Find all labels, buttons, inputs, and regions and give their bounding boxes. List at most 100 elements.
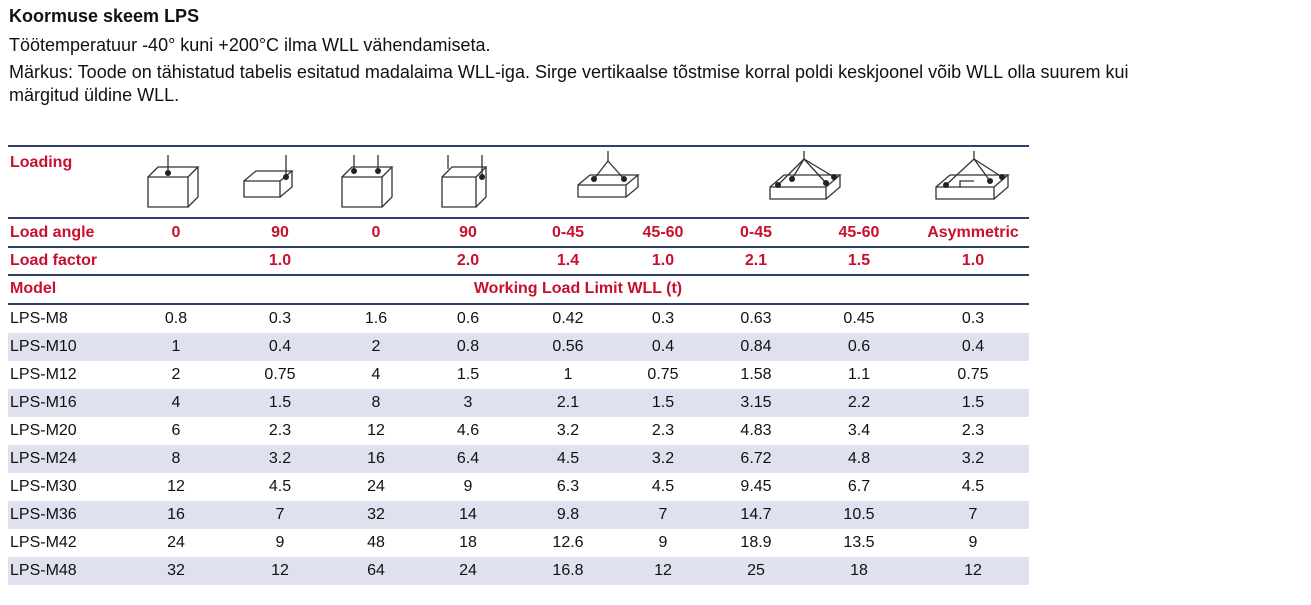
wll-cell: 2.2 — [847, 394, 871, 411]
wll-cell: 3.15 — [740, 394, 772, 411]
wll-cell: 2 — [371, 338, 381, 355]
table-rule-5 — [8, 303, 1029, 305]
remark-line-2: märgitud üldine WLL. — [9, 85, 180, 105]
wll-cell: 0.63 — [740, 310, 772, 327]
table-row: LPS-M42 24 9 48 18 12.6 9 18.9 13.5 9 — [8, 529, 1029, 557]
load-angle-cell: 0 — [171, 224, 181, 241]
wll-cell: 2 — [171, 366, 181, 383]
loading-row: Loading — [8, 147, 1029, 217]
load-factor-cell: 1.0 — [268, 252, 292, 269]
wll-cell: 12 — [167, 478, 185, 495]
table-row: LPS-M12 2 0.75 4 1.5 1 0.75 1.58 1.1 0.75 — [8, 361, 1029, 389]
wll-cell: 4.5 — [268, 478, 292, 495]
wll-cell: 24 — [459, 562, 477, 579]
wll-cell: 0.3 — [268, 310, 292, 327]
wll-cell: 18.9 — [740, 534, 772, 551]
wll-cell: 32 — [167, 562, 185, 579]
wll-cell: 1.5 — [268, 394, 292, 411]
wll-cell: 1.5 — [651, 394, 675, 411]
load-factor-label: Load factor — [10, 252, 98, 269]
cube-double-top-icon — [338, 155, 394, 211]
wll-cell: 9.8 — [556, 506, 580, 523]
cube-side-icon — [438, 155, 494, 211]
load-factor-cell: 2.1 — [744, 252, 768, 269]
wll-cell: 0.4 — [268, 338, 292, 355]
load-angle-cell: 90 — [459, 224, 477, 241]
cube-single-top-icon — [144, 155, 200, 211]
load-factor-cell: 2.0 — [456, 252, 480, 269]
wll-cell: 18 — [459, 534, 477, 551]
model-cell: LPS-M12 — [10, 366, 77, 383]
wll-cell: 0.42 — [552, 310, 584, 327]
wll-cell: 0.6 — [456, 310, 480, 327]
wll-cell: 25 — [747, 562, 765, 579]
table-rule-3 — [8, 246, 1029, 248]
wll-cell: 1.1 — [847, 366, 871, 383]
wll-cell: 9 — [658, 534, 668, 551]
wll-cell: 3 — [463, 394, 473, 411]
load-factor-cell — [141, 247, 211, 275]
wll-cell: 4 — [171, 394, 181, 411]
table-row: LPS-M20 6 2.3 12 4.6 3.2 2.3 4.83 3.4 2.3 — [8, 417, 1029, 445]
wll-cell: 0.45 — [843, 310, 875, 327]
wll-cell: 0.6 — [847, 338, 871, 355]
load-factor-cell: 1.0 — [651, 252, 675, 269]
model-cell: LPS-M36 — [10, 506, 77, 523]
wll-cell: 24 — [367, 478, 385, 495]
model-cell: LPS-M10 — [10, 338, 77, 355]
model-cell: LPS-M20 — [10, 422, 77, 439]
wll-cell: 13.5 — [843, 534, 875, 551]
wll-cell: 3.2 — [651, 450, 675, 467]
model-cell: LPS-M16 — [10, 394, 77, 411]
loading-label: Loading — [10, 154, 73, 171]
wll-cell: 0.56 — [552, 338, 584, 355]
wll-cell: 6 — [171, 422, 181, 439]
wll-cell: 12.6 — [552, 534, 584, 551]
wll-cell: 4.5 — [651, 478, 675, 495]
model-header-row: Model Working Load Limit WLL (t) — [8, 275, 1029, 303]
table-row: LPS-M36 16 7 32 14 9.8 7 14.7 10.5 7 — [8, 501, 1029, 529]
table-row: LPS-M10 1 0.4 2 0.8 0.56 0.4 0.84 0.6 0.4 — [8, 333, 1029, 361]
wll-cell: 4.83 — [740, 422, 772, 439]
wll-cell: 2.3 — [651, 422, 675, 439]
wll-cell: 48 — [367, 534, 385, 551]
table-row: LPS-M24 8 3.2 16 6.4 4.5 3.2 6.72 4.8 3.2 — [8, 445, 1029, 473]
load-angle-cell: 0-45 — [739, 224, 773, 241]
wll-cell: 64 — [367, 562, 385, 579]
load-factor-cell: 1.0 — [961, 252, 985, 269]
wll-cell: 9.45 — [740, 478, 772, 495]
remark-line-1: Märkus: Toode on tähistatud tabelis esit… — [9, 62, 1129, 82]
wll-cell: 12 — [654, 562, 672, 579]
wll-cell: 9 — [463, 478, 473, 495]
wll-cell: 3.2 — [268, 450, 292, 467]
wll-header: Working Load Limit WLL (t) — [473, 280, 683, 297]
load-angle-cell: 45-60 — [838, 224, 880, 241]
load-angle-cell: 45-60 — [642, 224, 684, 241]
wll-cell: 16 — [367, 450, 385, 467]
load-factor-row: Load factor 1.0 2.0 1.4 1.0 2.1 1.5 1.0 — [8, 247, 1029, 275]
wll-cell: 12 — [367, 422, 385, 439]
wll-cell: 1.5 — [456, 366, 480, 383]
table-row: LPS-M16 4 1.5 8 3 2.1 1.5 3.15 2.2 1.5 — [8, 389, 1029, 417]
wll-cell: 6.72 — [740, 450, 772, 467]
plate-asymmetric-icon — [930, 151, 1020, 211]
load-angle-row: Load angle 0 90 0 90 0-45 45-60 0-45 45-… — [8, 219, 1029, 247]
wll-cell: 2.3 — [961, 422, 985, 439]
load-factor-cell — [341, 247, 411, 275]
load-factor-cell: 1.5 — [847, 252, 871, 269]
wll-cell: 7 — [658, 506, 668, 523]
table-row: LPS-M30 12 4.5 24 9 6.3 4.5 9.45 6.7 4.5 — [8, 473, 1029, 501]
wll-cell: 0.75 — [957, 366, 989, 383]
table-rule-2 — [8, 217, 1029, 219]
wll-cell: 4.5 — [961, 478, 985, 495]
load-factor-cell: 1.4 — [556, 252, 580, 269]
wll-cell: 1.58 — [740, 366, 772, 383]
wll-cell: 6.4 — [456, 450, 480, 467]
wll-cell: 10.5 — [843, 506, 875, 523]
wll-cell: 4 — [371, 366, 381, 383]
wll-cell: 6.3 — [556, 478, 580, 495]
wll-cell: 0.75 — [264, 366, 296, 383]
wll-cell: 7 — [968, 506, 978, 523]
wll-cell: 4.6 — [456, 422, 480, 439]
plate-two-leg-icon — [570, 151, 646, 211]
